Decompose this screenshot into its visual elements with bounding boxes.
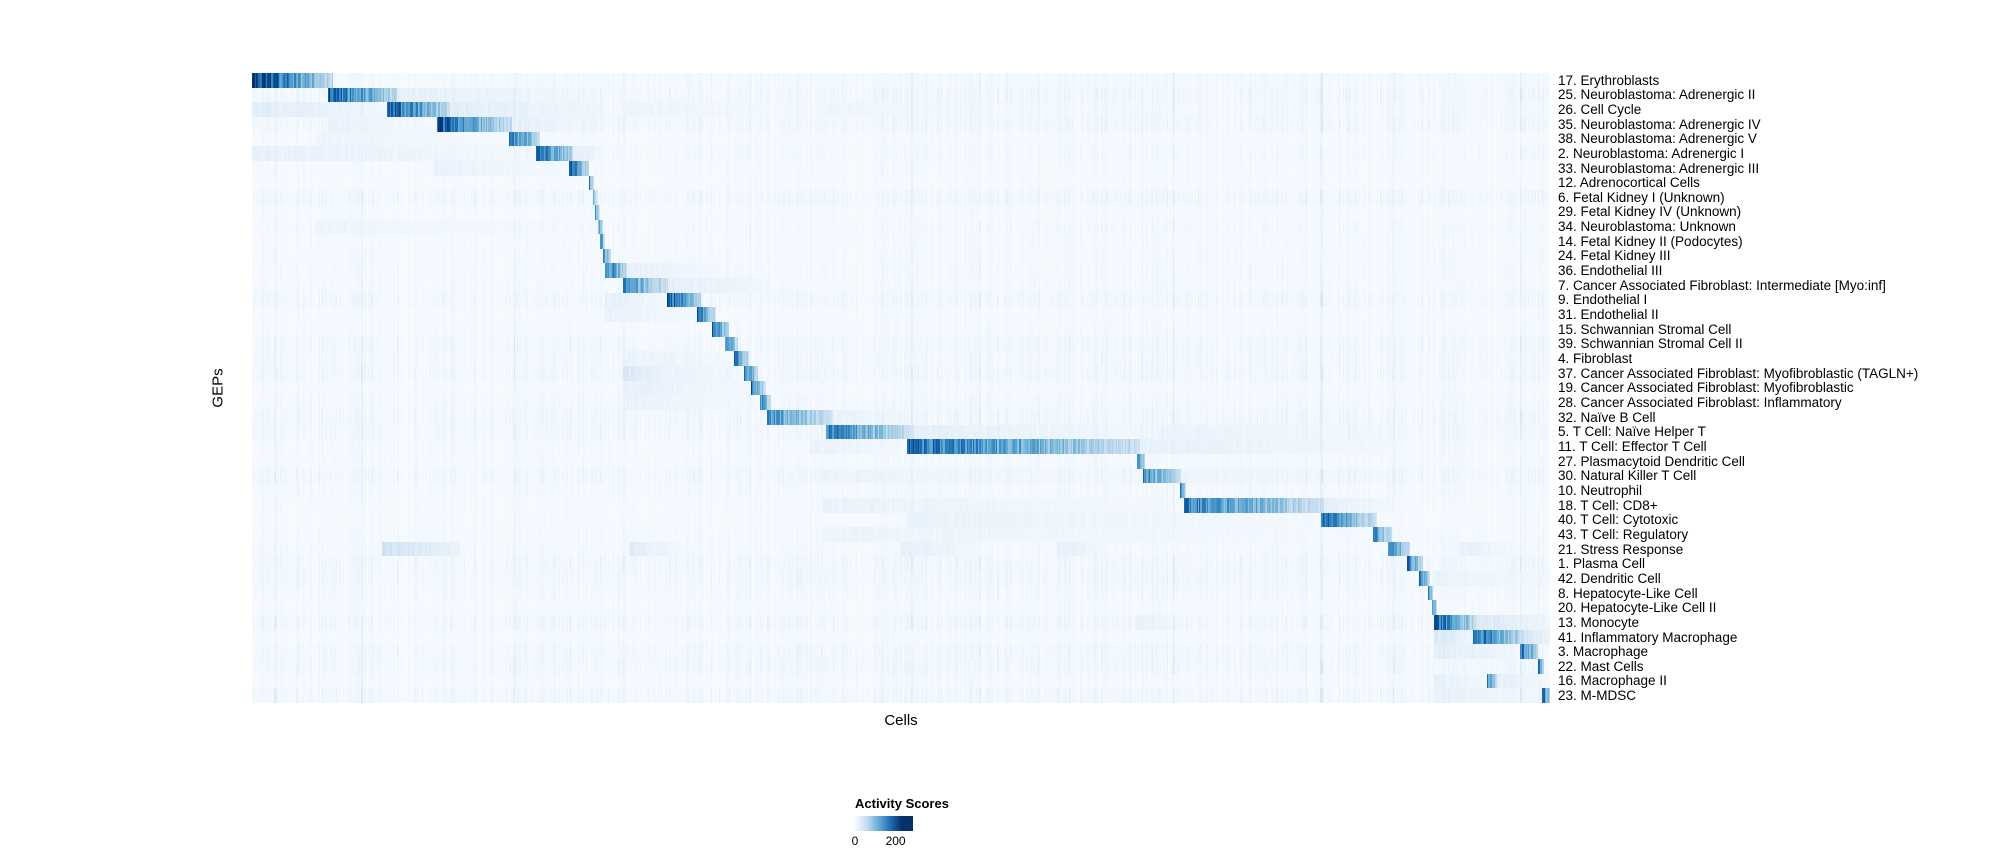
row-label: 37. Cancer Associated Fibroblast: Myofib…	[1558, 365, 1919, 381]
row-label: 39. Schwannian Stromal Cell II	[1558, 336, 1743, 352]
row-label: 33. Neuroblastoma: Adrenergic III	[1558, 160, 1760, 176]
row-label: 22. Mast Cells	[1558, 658, 1644, 674]
row-label: 24. Fetal Kidney III	[1558, 248, 1671, 264]
row-labels: 17. Erythroblasts 25. Neuroblastoma: Adre…	[1558, 73, 1998, 703]
colorbar-title: Activity Scores	[855, 796, 949, 811]
row-label: 19. Cancer Associated Fibroblast: Myofib…	[1558, 380, 1854, 396]
row-label: 14. Fetal Kidney II (Podocytes)	[1558, 233, 1743, 249]
row-label: 17. Erythroblasts	[1558, 72, 1660, 88]
row-label: 30. Natural Killer T Cell	[1558, 468, 1697, 484]
row-label: 27. Plasmacytoid Dendritic Cell	[1558, 453, 1745, 469]
colorbar-legend: Activity Scores 0 200	[851, 796, 949, 850]
row-label: 4. Fibroblast	[1558, 351, 1633, 367]
row-label: 2. Neuroblastoma: Adrenergic I	[1558, 145, 1745, 161]
row-label: 16. Macrophage II	[1558, 673, 1667, 689]
row-label: 13. Monocyte	[1558, 614, 1640, 630]
row-label: 31. Endothelial II	[1558, 307, 1659, 323]
row-label: 15. Schwannian Stromal Cell	[1558, 321, 1732, 337]
row-label: 28. Cancer Associated Fibroblast: Inflam…	[1558, 395, 1842, 411]
x-axis-label: Cells	[884, 712, 918, 729]
row-label: 40. T Cell: Cytotoxic	[1558, 512, 1679, 528]
row-label: 12. Adrenocortical Cells	[1558, 175, 1700, 191]
row-label: 34. Neuroblastoma: Unknown	[1558, 219, 1736, 235]
row-label: 35. Neuroblastoma: Adrenergic IV	[1558, 116, 1761, 132]
colorbar-gradient	[855, 816, 913, 831]
row-label: 43. T Cell: Regulatory	[1558, 526, 1689, 542]
row-label: 21. Stress Response	[1558, 541, 1684, 557]
row-label: 26. Cell Cycle	[1558, 101, 1642, 117]
row-label: 20. Hepatocyte-Like Cell II	[1558, 600, 1717, 616]
row-label: 25. Neuroblastoma: Adrenergic II	[1558, 87, 1756, 103]
colorbar-ticks: 0 200	[851, 834, 913, 850]
colorbar-tick-min: 0	[851, 834, 859, 848]
row-label: 5. T Cell: Naïve Helper T	[1558, 424, 1706, 440]
row-label: 7. Cancer Associated Fibroblast: Interme…	[1558, 277, 1886, 293]
row-label: 42. Dendritic Cell	[1558, 570, 1661, 586]
row-label: 10. Neutrophil	[1558, 482, 1643, 498]
row-label: 9. Endothelial I	[1558, 292, 1648, 308]
row-label: 3. Macrophage	[1558, 644, 1649, 660]
row-label: 1. Plasma Cell	[1558, 556, 1646, 572]
row-label: 36. Endothelial III	[1558, 263, 1663, 279]
colorbar-tick-max: 200	[885, 834, 906, 848]
row-label: 18. T Cell: CD8+	[1558, 497, 1658, 513]
row-label: 8. Hepatocyte-Like Cell	[1558, 585, 1698, 601]
row-label: 6. Fetal Kidney I (Unknown)	[1558, 189, 1725, 205]
row-label: 23. M-MDSC	[1558, 688, 1637, 704]
row-label: 29. Fetal Kidney IV (Unknown)	[1558, 204, 1742, 220]
row-label: 41. Inflammatory Macrophage	[1558, 629, 1738, 645]
row-label: 32. Naïve B Cell	[1558, 409, 1656, 425]
heatmap-canvas	[252, 73, 1550, 703]
y-axis-label: GEPs	[209, 368, 227, 408]
row-label: 11. T Cell: Effector T Cell	[1558, 438, 1707, 454]
row-label: 38. Neuroblastoma: Adrenergic V	[1558, 131, 1757, 147]
